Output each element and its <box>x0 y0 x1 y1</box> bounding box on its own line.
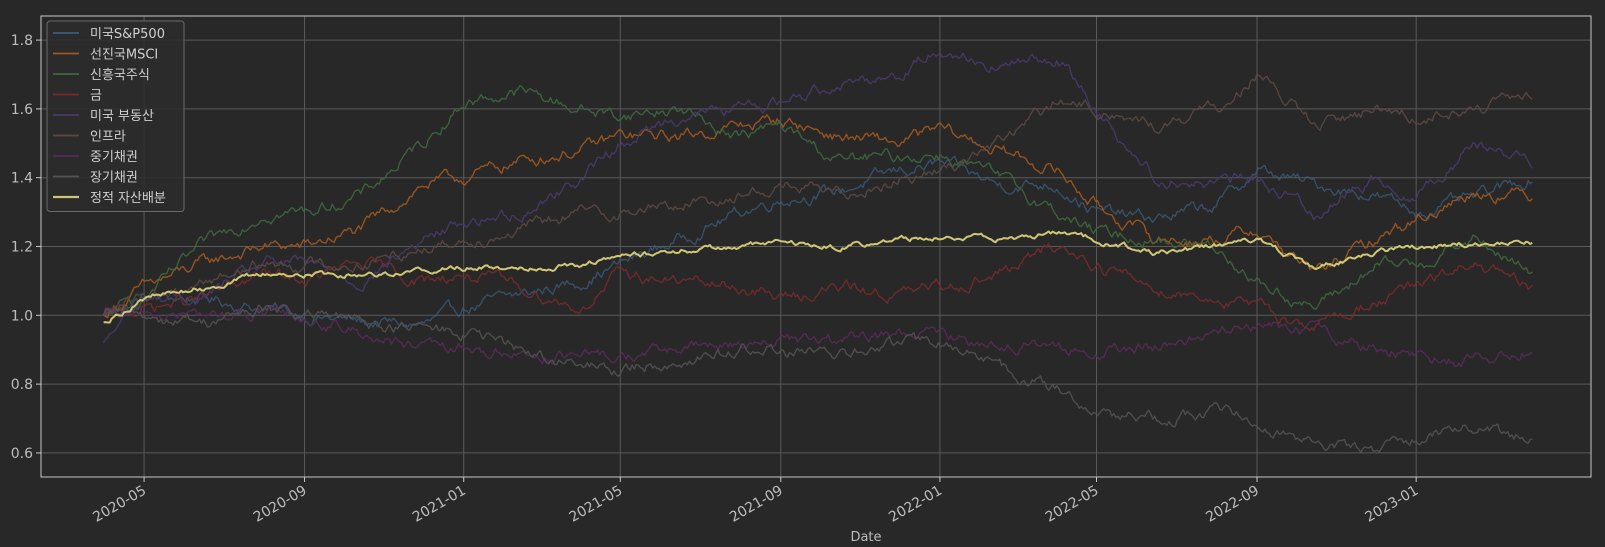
series-line <box>102 242 1533 332</box>
y-tick-label: 1.6 <box>11 102 33 118</box>
series-line <box>102 304 1533 368</box>
legend-label: 신흥국주식 <box>90 68 150 83</box>
series-line <box>103 73 1533 317</box>
legend-label: 금 <box>90 89 102 104</box>
legend-label: 미국S&P500 <box>90 27 165 42</box>
x-tick-label: 2021-09 <box>727 483 786 526</box>
y-tick-label: 0.8 <box>11 377 33 393</box>
x-tick-label: 2021-01 <box>410 483 469 526</box>
x-tick-label: 2020-09 <box>251 483 310 526</box>
series-line <box>103 114 1533 319</box>
x-tick-label: 2020-05 <box>90 483 149 526</box>
series-line <box>102 304 1533 454</box>
x-axis-label: Date <box>850 530 881 545</box>
y-tick-label: 0.6 <box>11 446 33 462</box>
legend-label: 미국 부동산 <box>90 109 154 124</box>
x-tick-label: 2022-05 <box>1043 483 1102 526</box>
grid <box>41 16 1591 477</box>
series-line <box>103 155 1533 328</box>
y-tick-label: 1.8 <box>11 33 33 49</box>
y-tick-label: 1.2 <box>11 240 33 256</box>
y-tick-label: 1.4 <box>11 171 33 187</box>
legend-box <box>46 20 185 212</box>
x-tick-label: 2023-01 <box>1363 483 1422 526</box>
legend-label: 중기채권 <box>90 150 138 165</box>
legend-label: 인프라 <box>90 130 126 145</box>
x-tick-label: 2022-09 <box>1203 483 1262 526</box>
series-line <box>102 52 1533 344</box>
series-line <box>102 84 1533 316</box>
x-axis-ticks: 2020-05 2020-09 2021-01 2021-05 2021-09 2022-… <box>90 477 1421 526</box>
series-lines <box>102 52 1533 454</box>
y-axis-ticks: 0.6 0.8 1.0 1.2 1.4 1.6 1.8 <box>11 33 41 462</box>
x-tick-label: 2021-05 <box>567 483 626 526</box>
legend-label: 선진국MSCI <box>90 48 158 63</box>
legend-label: 장기채권 <box>90 171 138 186</box>
series-line <box>103 230 1533 324</box>
x-tick-label: 2022-01 <box>886 483 945 526</box>
legend-label: 정적 자산배분 <box>90 191 166 206</box>
y-tick-label: 1.0 <box>11 308 33 324</box>
